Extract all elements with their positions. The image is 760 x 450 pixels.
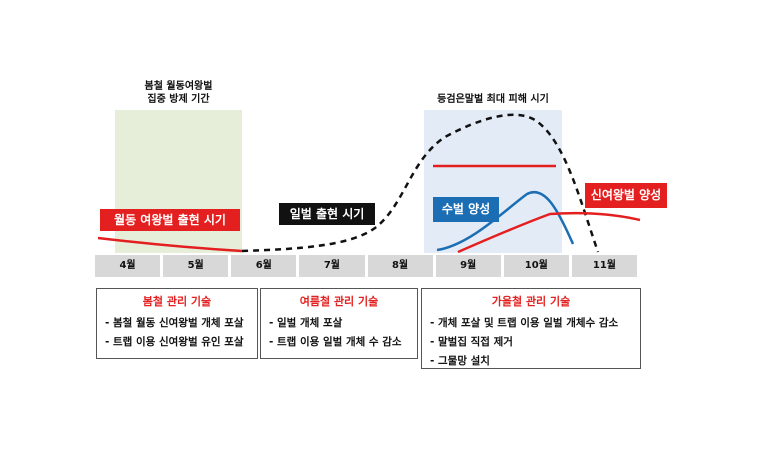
month-axis: 4월 5월 6월 7월 8월 9월 10월 11월 <box>95 255 637 277</box>
summer-technique-title: 여름철 관리 기술 <box>299 295 379 308</box>
drone-label: 수벌 양성 <box>433 197 499 222</box>
month-april: 4월 <box>95 255 161 277</box>
spring-technique-box: 봄철 관리 기술 - 봄철 월동 신여왕벌 개체 포살 - 트랩 이용 신여왕벌… <box>96 288 258 359</box>
month-august: 8월 <box>367 255 433 277</box>
new-queen-label: 신여왕벌 양성 <box>585 183 667 208</box>
month-may: 5월 <box>163 255 229 277</box>
spring-control-label-line1: 봄철 월동여왕벌 <box>144 81 213 92</box>
autumn-technique-item: - 말벌집 직접 제거 <box>430 336 513 348</box>
overwinter-queen-curve <box>97 236 243 253</box>
spring-technique-title: 봄철 관리 기술 <box>142 295 212 308</box>
spring-technique-item: - 봄철 월동 신여왕벌 개체 포살 <box>105 317 244 329</box>
autumn-technique-title: 가을철 관리 기술 <box>491 295 571 308</box>
peak-damage-label: 등검은말벌 최대 피해 시기 <box>437 94 549 105</box>
overwinter-queen-label: 월동 여왕벌 출현 시기 <box>100 209 240 231</box>
month-july: 7월 <box>299 255 365 277</box>
worker-label: 일벌 출현 시기 <box>279 203 375 225</box>
autumn-technique-box: 가을철 관리 기술 - 개체 포살 및 트랩 이용 일벌 개체수 감소 - 말벌… <box>421 288 641 369</box>
new-queen-curve <box>457 211 641 254</box>
summer-technique-box: 여름철 관리 기술 - 일벌 개체 포살 - 트랩 이용 일벌 개체 수 감소 <box>260 288 418 359</box>
peak-damage-period <box>424 110 562 253</box>
summer-technique-item: - 일벌 개체 포살 <box>269 317 343 329</box>
drone-curve <box>436 191 575 252</box>
autumn-technique-item: - 그물망 설치 <box>430 355 490 367</box>
month-november: 11월 <box>571 255 637 277</box>
month-september: 9월 <box>435 255 501 277</box>
autumn-technique-item: - 개체 포살 및 트랩 이용 일벌 개체수 감소 <box>430 317 619 329</box>
summer-technique-item: - 트랩 이용 일벌 개체 수 감소 <box>269 336 402 348</box>
month-october: 10월 <box>503 255 569 277</box>
spring-control-label: 봄철 월동여왕벌 집중 방제 기간 <box>115 80 242 106</box>
month-june: 6월 <box>231 255 297 277</box>
worker-population-curve <box>241 113 600 253</box>
spring-technique-item: - 트랩 이용 신여왕벌 유인 포살 <box>105 336 244 348</box>
spring-control-label-line2: 집중 방제 기간 <box>147 94 210 105</box>
